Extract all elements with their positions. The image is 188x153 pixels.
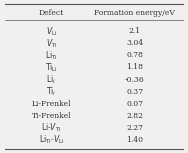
Text: 3.04: 3.04: [126, 39, 143, 47]
Text: Li-Frenkel: Li-Frenkel: [32, 100, 71, 108]
Text: ${\rm Li}_{\rm Ti}$: ${\rm Li}_{\rm Ti}$: [45, 49, 58, 62]
Text: ${\rm Ti}_{i}$: ${\rm Ti}_{i}$: [46, 85, 57, 98]
Text: ${\rm Li}_{\rm Ti}$-$V_{\rm Li}$: ${\rm Li}_{\rm Ti}$-$V_{\rm Li}$: [39, 133, 64, 146]
Text: ${\rm Li}$-$V_{\rm Ti}$: ${\rm Li}$-$V_{\rm Ti}$: [41, 121, 62, 134]
Text: Ti-Frenkel: Ti-Frenkel: [32, 112, 71, 119]
Text: ${\rm Ti}_{\rm Li}$: ${\rm Ti}_{\rm Li}$: [45, 61, 58, 74]
Text: 2.1: 2.1: [129, 27, 141, 35]
Text: $V_{\rm Ti}$: $V_{\rm Ti}$: [46, 37, 57, 50]
Text: Defect: Defect: [39, 9, 64, 17]
Text: 2.82: 2.82: [126, 112, 143, 119]
Text: 1.40: 1.40: [126, 136, 143, 144]
Text: 0.07: 0.07: [126, 100, 143, 108]
Text: ${\rm Li}_{i}$: ${\rm Li}_{i}$: [46, 73, 56, 86]
Text: 1.18: 1.18: [126, 63, 143, 71]
Text: 0.78: 0.78: [126, 51, 143, 60]
Text: $V_{\rm Li}$: $V_{\rm Li}$: [46, 25, 57, 38]
Text: 2.27: 2.27: [126, 124, 143, 132]
Text: -0.36: -0.36: [125, 75, 145, 84]
Text: Formation energy/eV: Formation energy/eV: [94, 9, 175, 17]
Text: 0.37: 0.37: [126, 88, 143, 95]
